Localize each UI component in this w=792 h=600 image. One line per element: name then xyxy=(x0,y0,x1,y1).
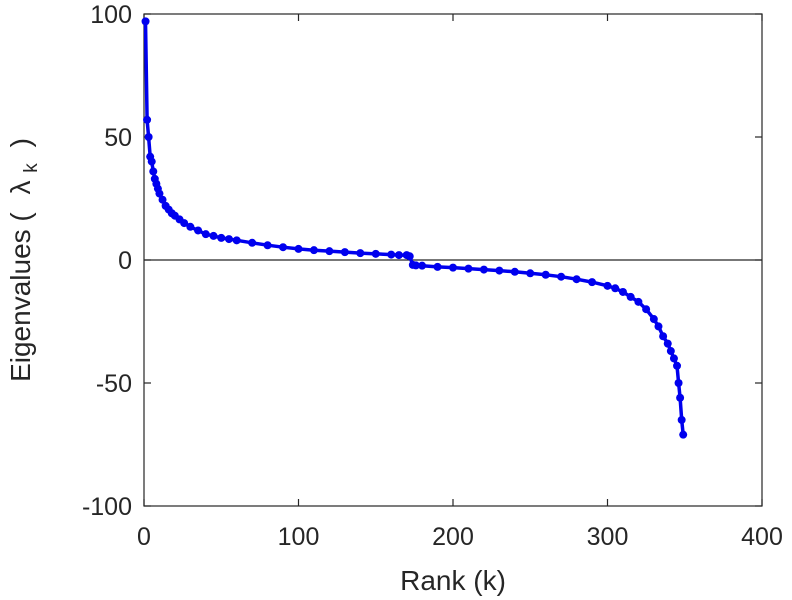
data-point xyxy=(634,297,643,306)
data-point xyxy=(158,195,167,204)
data-point xyxy=(673,361,682,370)
x-ticks: 0 100 200 300 400 xyxy=(137,14,783,551)
data-point xyxy=(325,247,334,256)
data-point xyxy=(642,305,651,314)
y-tick-label: 0 xyxy=(118,247,132,275)
x-axis-label: Rank (k) xyxy=(400,565,506,596)
data-point xyxy=(180,219,189,228)
data-point xyxy=(677,415,686,424)
data-point xyxy=(356,249,365,258)
x-tick-label: 400 xyxy=(741,523,783,551)
y-axis-label-symbol: λ xyxy=(5,180,36,194)
data-point xyxy=(143,115,152,124)
data-point xyxy=(674,379,683,387)
data-point xyxy=(495,266,504,275)
data-point xyxy=(603,281,612,290)
data-point xyxy=(232,236,241,245)
data-point xyxy=(526,269,535,278)
y-ticks: -100 -50 0 50 100 xyxy=(82,1,762,521)
data-point xyxy=(194,226,203,235)
data-point xyxy=(541,270,550,279)
data-point xyxy=(248,238,257,247)
data-point xyxy=(433,262,442,271)
data-point xyxy=(201,230,210,239)
data-point xyxy=(149,167,158,176)
data-point xyxy=(209,231,218,240)
data-point xyxy=(464,264,473,273)
data-point xyxy=(666,347,675,356)
data-point xyxy=(263,241,272,250)
data-point xyxy=(479,265,488,274)
data-point xyxy=(676,393,685,402)
x-tick-label: 200 xyxy=(432,523,474,551)
data-point xyxy=(141,17,150,26)
data-point xyxy=(659,332,668,341)
data-point xyxy=(618,287,627,296)
x-tick-label: 300 xyxy=(587,523,629,551)
data-point xyxy=(294,244,303,253)
y-axis-label-close: ) xyxy=(5,138,36,147)
data-point xyxy=(654,322,663,331)
data-point xyxy=(510,267,519,276)
data-point xyxy=(679,430,688,439)
data-point xyxy=(669,354,678,363)
data-point xyxy=(147,157,156,166)
data-point xyxy=(394,251,403,260)
data-point xyxy=(405,252,414,261)
data-point xyxy=(649,315,658,324)
data-point xyxy=(572,275,581,284)
y-tick-label: 50 xyxy=(104,124,132,152)
data-point xyxy=(224,235,233,244)
y-tick-label: -50 xyxy=(96,370,132,398)
data-point xyxy=(387,250,396,259)
data-point xyxy=(371,249,380,258)
data-point xyxy=(557,272,566,281)
y-tick-label: -100 xyxy=(82,493,132,521)
data-point xyxy=(588,278,597,287)
x-tick-label: 0 xyxy=(137,523,151,551)
data-point xyxy=(309,246,318,255)
data-point xyxy=(144,133,153,141)
data-point xyxy=(663,339,672,348)
data-point xyxy=(411,261,420,270)
data-point xyxy=(611,284,620,293)
data-point xyxy=(186,222,195,231)
data-point xyxy=(626,292,635,301)
y-axis-label-subscript: k xyxy=(21,163,42,173)
y-axis-label-main: Eigenvalues ( xyxy=(5,212,36,382)
x-tick-label: 100 xyxy=(278,523,320,551)
series-points xyxy=(141,17,688,439)
y-axis-label: Eigenvalues ( λ k ) xyxy=(5,138,43,382)
data-point xyxy=(449,263,457,272)
data-point xyxy=(340,248,349,257)
data-point xyxy=(217,233,226,242)
data-point xyxy=(418,261,427,270)
data-point xyxy=(279,243,288,252)
data-point xyxy=(155,189,164,198)
y-tick-label: 100 xyxy=(90,1,132,29)
